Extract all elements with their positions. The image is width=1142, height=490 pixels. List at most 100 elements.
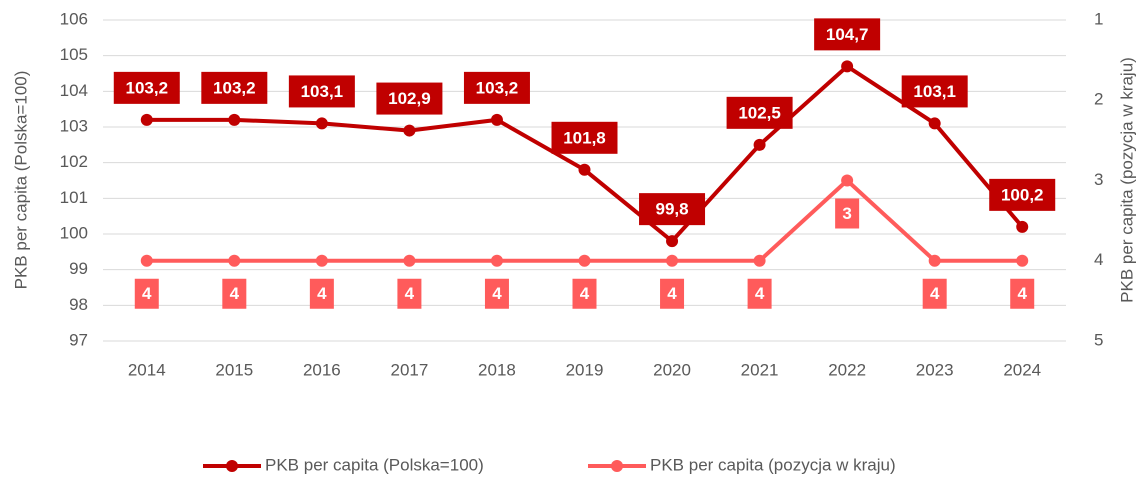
label-box — [551, 121, 618, 154]
label-box — [201, 71, 268, 104]
label-box — [309, 278, 334, 309]
point — [140, 113, 153, 126]
data-label: 4 — [580, 284, 590, 303]
y-tick-label: 106 — [60, 9, 88, 28]
data-label: 103,2 — [476, 78, 519, 97]
point — [315, 117, 328, 130]
x-tick-label: 2021 — [741, 360, 779, 379]
point — [753, 138, 766, 151]
point — [490, 113, 503, 126]
data-label: 4 — [142, 284, 152, 303]
data-label: 103,2 — [213, 78, 256, 97]
data-label: 4 — [1017, 284, 1027, 303]
label-box — [222, 278, 247, 309]
point — [1016, 220, 1029, 233]
data-label: 103,1 — [301, 82, 344, 101]
label-box — [134, 278, 159, 309]
label-box — [660, 278, 685, 309]
point — [315, 254, 328, 267]
y2-tick-label: 2 — [1094, 90, 1103, 109]
data-label: 102,9 — [388, 89, 431, 108]
data-label: 4 — [317, 284, 327, 303]
y-tick-label: 100 — [60, 223, 88, 242]
legend-marker — [611, 460, 623, 472]
x-tick-label: 2018 — [478, 360, 516, 379]
label-box — [989, 178, 1056, 211]
point — [403, 124, 416, 137]
x-tick-label: 2020 — [653, 360, 691, 379]
y-tick-label: 97 — [69, 330, 88, 349]
x-tick-label: 2022 — [828, 360, 866, 379]
x-tick-label: 2023 — [916, 360, 954, 379]
y-axis-title: PKB per capita (Polska=100) — [11, 71, 30, 290]
legend-label: PKB per capita (Polska=100) — [265, 455, 484, 474]
label-box — [901, 75, 968, 108]
y2-tick-label: 5 — [1094, 330, 1103, 349]
y-tick-label: 105 — [60, 45, 88, 64]
data-label: 104,7 — [826, 25, 869, 44]
data-label: 99,8 — [655, 200, 688, 219]
y2-tick-label: 3 — [1094, 170, 1103, 189]
y2-axis-title: PKB per capita (pozycja w kraju) — [1117, 57, 1136, 303]
data-label: 4 — [230, 284, 240, 303]
data-label: 100,2 — [1001, 185, 1044, 204]
data-label: 101,8 — [563, 128, 606, 147]
x-tick-label: 2014 — [128, 360, 166, 379]
label-box — [1010, 278, 1035, 309]
point — [228, 254, 241, 267]
label-box — [463, 71, 530, 104]
y-tick-label: 103 — [60, 116, 88, 135]
label-box — [814, 18, 881, 51]
data-label: 4 — [492, 284, 502, 303]
point — [841, 174, 854, 187]
data-label: 4 — [930, 284, 940, 303]
y-tick-label: 98 — [69, 295, 88, 314]
label-box — [113, 71, 180, 104]
point — [490, 254, 503, 267]
y-tick-label: 104 — [60, 81, 88, 100]
legend-marker — [226, 460, 238, 472]
label-box — [288, 75, 355, 108]
x-tick-label: 2024 — [1003, 360, 1041, 379]
y2-tick-label: 4 — [1094, 250, 1103, 269]
data-label: 4 — [755, 284, 765, 303]
data-label: 4 — [667, 284, 677, 303]
label-box — [726, 96, 793, 129]
line — [146, 177, 1023, 263]
point — [140, 254, 153, 267]
point — [1016, 254, 1029, 267]
label-box — [484, 278, 509, 309]
label-box — [572, 278, 597, 309]
point — [403, 254, 416, 267]
label-box — [835, 198, 860, 229]
point — [578, 254, 591, 267]
point — [928, 117, 941, 130]
data-label: 103,1 — [913, 82, 956, 101]
data-label: 103,2 — [125, 78, 168, 97]
y-tick-label: 102 — [60, 152, 88, 171]
y2-tick-label: 1 — [1094, 9, 1103, 28]
x-tick-label: 2016 — [303, 360, 341, 379]
label-box — [639, 193, 706, 226]
point — [228, 113, 241, 126]
label-box — [397, 278, 422, 309]
point — [666, 235, 679, 248]
point — [578, 163, 591, 176]
label-box — [747, 278, 772, 309]
x-tick-label: 2015 — [215, 360, 253, 379]
point — [753, 254, 766, 267]
data-label: 3 — [842, 204, 851, 223]
point — [666, 254, 679, 267]
label-box — [922, 278, 947, 309]
y-tick-label: 99 — [69, 259, 88, 278]
data-label: 102,5 — [738, 103, 781, 122]
y-tick-label: 101 — [60, 188, 88, 207]
legend-label: PKB per capita (pozycja w kraju) — [650, 455, 896, 474]
label-box — [376, 82, 443, 115]
point — [841, 60, 854, 73]
x-tick-label: 2017 — [390, 360, 428, 379]
x-tick-label: 2019 — [566, 360, 604, 379]
data-label: 4 — [405, 284, 415, 303]
point — [928, 254, 941, 267]
